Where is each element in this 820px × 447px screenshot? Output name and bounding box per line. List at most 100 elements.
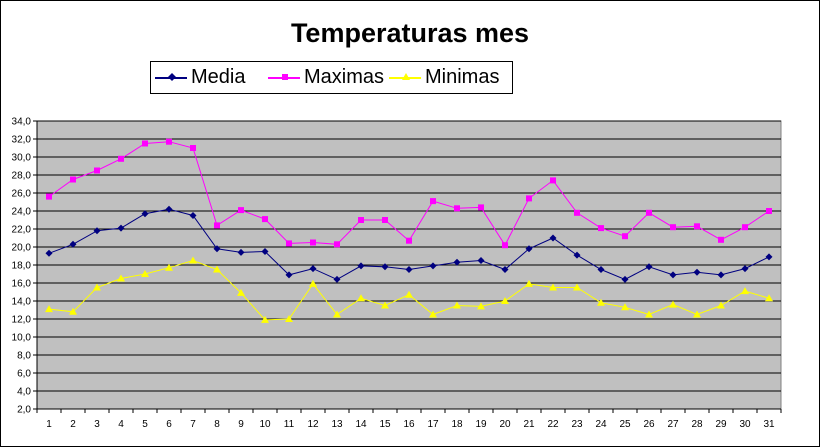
x-tick-label: 20 [499,419,511,430]
y-tick-label: 16,0 [12,279,32,290]
data-point-maximas [406,237,412,244]
data-point-media [549,234,557,242]
data-point-minimas [141,270,149,277]
x-tick-label: 12 [307,419,319,430]
data-point-minimas [357,294,365,302]
data-point-minimas [669,300,677,308]
data-point-maximas [766,208,772,214]
data-point-minimas [165,263,173,271]
data-point-media [213,245,221,253]
x-tick-label: 31 [763,419,775,430]
data-point-maximas [430,198,436,205]
data-point-maximas [334,241,340,248]
x-tick-label: 17 [427,419,439,430]
data-point-maximas [214,222,220,229]
data-point-minimas [693,310,701,318]
data-point-media [741,265,749,273]
x-tick-label: 7 [190,419,196,430]
data-point-media [453,258,461,266]
y-tick-label: 6,0 [17,369,31,380]
data-point-minimas [45,305,53,313]
x-tick-label: 15 [379,419,391,430]
data-point-minimas [213,265,221,273]
data-point-maximas [166,138,172,145]
legend-marker-minimas [402,73,410,80]
data-point-maximas [454,205,460,212]
data-point-minimas [453,301,461,309]
data-point-maximas [118,155,124,162]
x-tick-label: 4 [118,419,124,430]
y-tick-label: 32,0 [12,135,32,146]
data-point-media [333,275,341,283]
data-point-maximas [190,145,196,151]
legend-marker-media [168,73,176,81]
data-point-minimas [117,274,125,282]
data-point-media [429,262,437,270]
data-point-minimas [93,283,101,291]
data-point-minimas [237,288,245,296]
data-point-maximas [310,239,316,246]
x-tick-label: 22 [547,419,559,430]
legend-marker-maximas [282,74,288,80]
data-point-media [501,266,509,273]
data-point-media [165,205,173,213]
x-tick-label: 21 [523,419,535,430]
data-point-media [525,245,533,253]
data-point-maximas [670,224,676,231]
data-point-maximas [46,193,52,200]
data-point-maximas [742,224,748,231]
data-point-media [357,262,365,270]
data-point-media [285,271,293,279]
y-tick-label: 28,0 [12,171,32,182]
x-tick-label: 25 [619,419,631,430]
data-point-media [237,248,245,256]
data-point-minimas [429,310,437,318]
data-point-media [93,227,101,235]
y-tick-label: 14,0 [12,297,32,308]
data-point-media [189,212,197,219]
data-point-maximas [502,242,508,249]
data-point-minimas [573,283,581,291]
data-point-media [141,210,149,218]
data-point-media [381,263,389,271]
data-point-maximas [718,236,724,243]
data-point-media [309,265,317,273]
x-tick-label: 29 [715,419,727,430]
x-tick-label: 11 [284,419,295,430]
data-point-maximas [598,225,604,232]
x-tick-label: 3 [94,419,100,430]
legend-label-media: Media [191,66,246,88]
data-point-maximas [646,209,652,216]
y-tick-label: 34,0 [12,117,32,128]
data-point-media [573,251,581,259]
data-point-minimas [621,303,629,311]
x-tick-label: 16 [403,419,415,430]
data-point-minimas [765,294,773,302]
data-point-maximas [382,217,388,223]
y-tick-label: 20,0 [12,243,32,254]
x-tick-label: 26 [643,419,655,430]
data-point-maximas [574,209,580,216]
data-point-maximas [238,207,244,214]
data-point-media [261,248,269,255]
x-tick-label: 30 [739,419,751,430]
data-point-minimas [381,301,389,309]
x-tick-label: 13 [331,419,343,430]
data-point-minimas [501,297,509,304]
data-point-media [621,275,629,283]
data-point-minimas [333,310,341,318]
data-point-minimas [69,307,77,315]
x-tick-label: 10 [259,419,271,430]
data-point-maximas [94,167,100,174]
data-point-maximas [622,233,628,240]
x-tick-label: 5 [142,419,148,430]
y-tick-label: 24,0 [12,207,32,218]
x-tick-label: 9 [238,419,244,430]
data-point-minimas [645,310,653,318]
data-point-maximas [262,216,268,223]
y-tick-label: 8,0 [17,351,31,362]
data-point-maximas [550,177,556,184]
data-point-media [477,257,485,264]
